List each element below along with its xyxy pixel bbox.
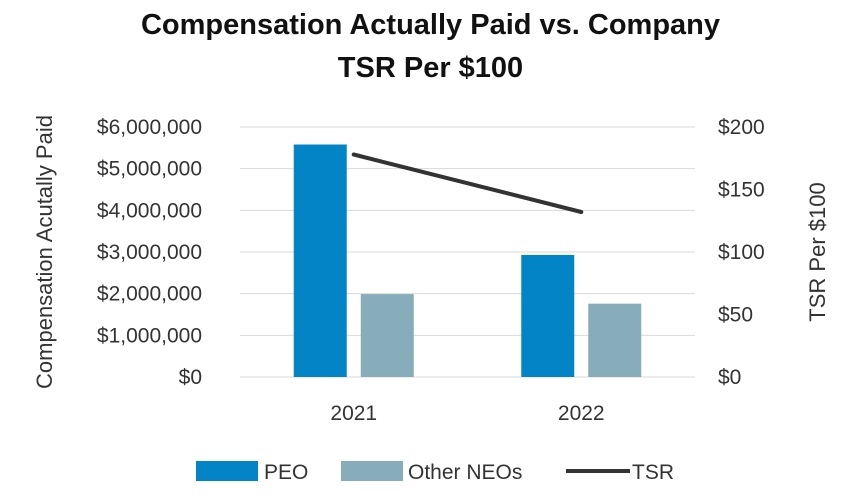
legend-swatch-peo — [196, 461, 258, 481]
chart-title-line-2: TSR Per $100 — [337, 52, 524, 84]
bar-peo-2021 — [293, 144, 347, 377]
bar-other-neos-2021 — [360, 294, 414, 377]
y2-tick-label: $50 — [718, 304, 753, 327]
legend: PEO Other NEOs TSR — [196, 461, 674, 484]
bar-peo-2022 — [521, 254, 575, 377]
legend-label-peo: PEO — [264, 461, 308, 484]
y-tick-label: $0 — [179, 366, 202, 389]
y2-axis-label: TSR Per $100 — [805, 182, 830, 321]
x-axis-ticks: 2021 2022 — [330, 402, 604, 425]
y2-tick-label: $150 — [718, 179, 765, 202]
y-tick-label: $1,000,000 — [97, 324, 202, 347]
y2-tick-label: $0 — [718, 366, 741, 389]
chart-title-line-1: Compensation Actually Paid vs. Company — [140, 9, 721, 41]
right-axis-ticks: $0 $50 $100 $150 $200 — [718, 116, 765, 389]
legend-label-tsr: TSR — [632, 461, 674, 484]
legend-label-other-neos: Other NEOs — [408, 461, 522, 484]
bars — [293, 144, 642, 377]
y-tick-label: $5,000,000 — [97, 158, 202, 181]
legend-swatch-other-neos — [341, 461, 403, 481]
y-tick-label: $6,000,000 — [97, 116, 202, 139]
left-axis-ticks: $0 $1,000,000 $2,000,000 $3,000,000 $4,000,0… — [97, 116, 202, 389]
y-axis-label: Compensation Acutally Paid — [32, 115, 57, 389]
x-tick-label: 2022 — [558, 402, 605, 425]
y2-tick-label: $200 — [718, 116, 765, 139]
y-tick-label: $4,000,000 — [97, 199, 202, 222]
tsr-line — [351, 152, 584, 214]
y-tick-label: $3,000,000 — [97, 241, 202, 264]
tsr-line-group — [351, 152, 584, 214]
y-tick-label: $2,000,000 — [97, 283, 202, 306]
y2-tick-label: $100 — [718, 241, 765, 264]
bar-other-neos-2022 — [588, 303, 642, 377]
x-tick-label: 2021 — [330, 402, 377, 425]
